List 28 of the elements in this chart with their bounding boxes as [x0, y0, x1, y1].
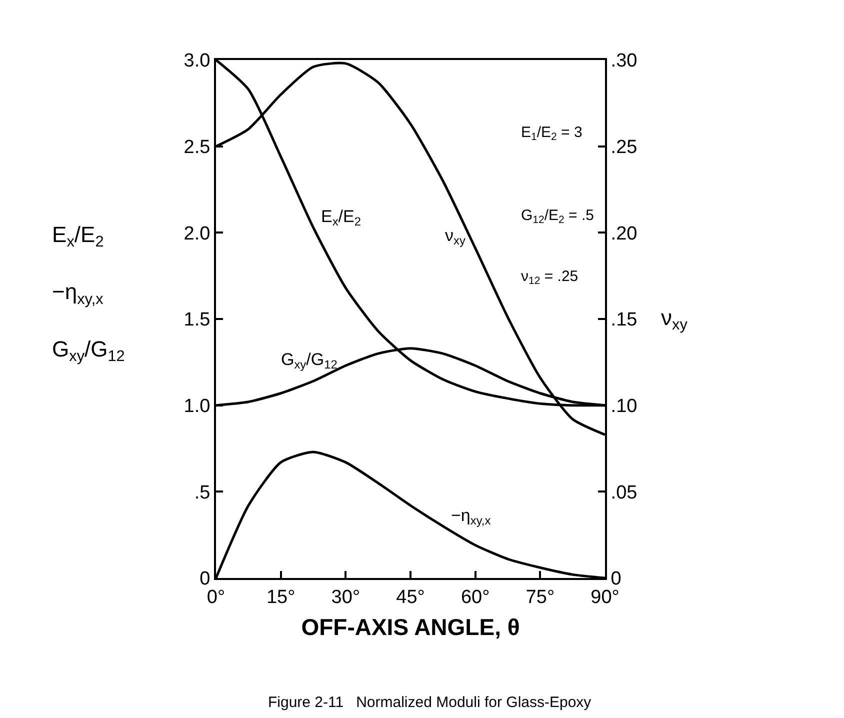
- x-tick-label: 75°: [526, 586, 555, 608]
- x-tick-label: 60°: [460, 586, 490, 608]
- series-label: ν$_{xy}$: [445, 226, 466, 248]
- annotation: ν$_{12}$ = .25: [521, 268, 578, 288]
- y2-tick-label: .15: [610, 310, 638, 331]
- series-label: −η$_{xy,x}$: [451, 506, 491, 528]
- caption: Figure 2-11 Normalized Moduli for Glass-Epoxy: [268, 694, 592, 711]
- x-tick-label: 45°: [396, 586, 425, 608]
- x-tick-label: 15°: [266, 586, 296, 608]
- y2-tick-label: .30: [610, 50, 638, 72]
- y2-tick-label: .25: [610, 136, 638, 158]
- series-label: E$_{x}$/E$_{2}$: [321, 207, 362, 229]
- annotation: G$_{12}$/E$_{2}$ = .5: [521, 207, 594, 226]
- y2-tick-label: .20: [610, 223, 638, 244]
- y2-tick-label: .05: [610, 482, 638, 504]
- y-tick-label: 1.0: [184, 396, 210, 417]
- x-axis-title: OFF-AXIS ANGLE, θ: [301, 614, 520, 640]
- y-tick-label: 1.5: [184, 310, 210, 331]
- y-tick-label: 2.0: [184, 223, 210, 244]
- annotation: E$_{1}$/E$_{2}$ = 3: [521, 124, 582, 144]
- y2-tick-label: .10: [610, 396, 638, 417]
- y-tick-label: .5: [194, 482, 210, 504]
- y-tick-label: 3.0: [184, 50, 210, 72]
- x-tick-label: 30°: [331, 586, 360, 608]
- y-tick-label: 2.5: [184, 136, 210, 158]
- series-label: G$_{xy}$/G$_{12}$: [281, 350, 338, 372]
- y2-axis-title: ν$_{xy}$: [661, 305, 688, 334]
- text: E$_{x}$/E$_{2}$ −η$_{xy,x}$ G$_{xy}$/G$_{12}$: [52, 222, 125, 366]
